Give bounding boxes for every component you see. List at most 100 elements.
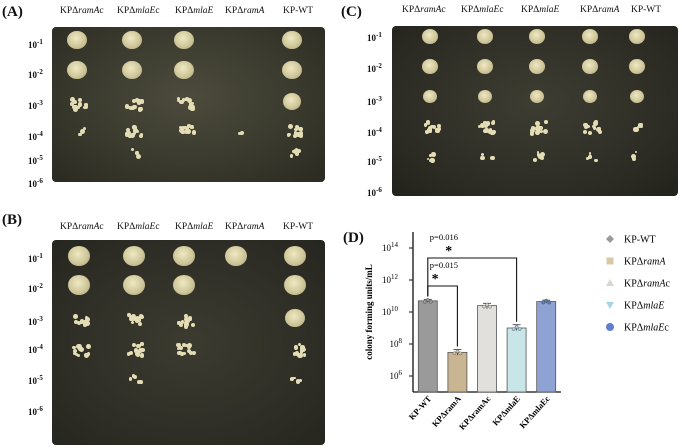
colony bbox=[191, 130, 197, 136]
colony bbox=[186, 348, 191, 353]
colony bbox=[289, 154, 294, 158]
colony bbox=[426, 157, 430, 161]
colony bbox=[437, 127, 442, 132]
significance-bracket bbox=[427, 257, 518, 322]
colony bbox=[431, 152, 436, 157]
colony bbox=[176, 98, 180, 102]
colony bbox=[539, 129, 544, 134]
growth-spot bbox=[68, 275, 90, 296]
colony bbox=[83, 105, 88, 110]
colony bbox=[539, 155, 544, 160]
data-point bbox=[541, 300, 545, 305]
data-point bbox=[547, 300, 551, 305]
growth-spot bbox=[422, 59, 438, 74]
colony bbox=[76, 344, 82, 350]
colony bbox=[592, 126, 597, 131]
colony bbox=[586, 157, 589, 161]
colony bbox=[588, 152, 592, 156]
colony bbox=[188, 105, 193, 110]
strain-label-a-1: KPΔramAc bbox=[60, 6, 104, 16]
colony bbox=[178, 125, 182, 129]
growth-spot bbox=[67, 31, 87, 50]
colony bbox=[130, 147, 134, 151]
colony bbox=[428, 154, 432, 157]
colony bbox=[139, 353, 145, 358]
colony bbox=[536, 150, 540, 154]
legend-label-1: KP-WT bbox=[624, 235, 656, 246]
data-point bbox=[429, 300, 433, 304]
colony bbox=[292, 352, 297, 356]
colony bbox=[135, 151, 139, 155]
strain-label-a-5: KP-WT bbox=[283, 6, 314, 16]
growth-spot bbox=[123, 246, 145, 267]
growth-spot bbox=[477, 29, 493, 44]
colony bbox=[535, 127, 540, 132]
growth-spot bbox=[282, 31, 302, 50]
colony bbox=[191, 350, 196, 355]
legend-label-5: KPΔmlaEc bbox=[624, 323, 669, 334]
colony bbox=[634, 127, 640, 133]
colony bbox=[487, 129, 493, 135]
growth-spot bbox=[68, 246, 90, 267]
growth-spot bbox=[530, 90, 544, 103]
growth-spot bbox=[282, 61, 302, 80]
strain-label-b-4: KPΔramA bbox=[225, 222, 265, 232]
x-tick-label-1: KP-WT bbox=[407, 393, 434, 421]
colony bbox=[78, 132, 82, 137]
growth-spot bbox=[477, 59, 493, 74]
colony bbox=[583, 130, 588, 135]
growth-spot bbox=[478, 90, 492, 103]
colony bbox=[84, 103, 88, 107]
panel-b-agar-plate bbox=[52, 240, 325, 445]
colony bbox=[69, 97, 75, 103]
colony bbox=[239, 130, 245, 136]
colony bbox=[73, 107, 79, 113]
colony bbox=[79, 347, 85, 352]
colony bbox=[176, 347, 180, 351]
legend-marker-4 bbox=[606, 302, 614, 309]
colony bbox=[587, 130, 593, 136]
colony bbox=[586, 124, 590, 129]
colony bbox=[429, 124, 433, 128]
colony bbox=[135, 98, 140, 103]
colony bbox=[597, 127, 602, 131]
colony bbox=[294, 147, 299, 152]
colony bbox=[72, 349, 77, 354]
growth-spot bbox=[423, 90, 437, 103]
growth-spot bbox=[173, 275, 195, 296]
dilution-label-a-2: 10-2 bbox=[28, 68, 43, 80]
colony bbox=[540, 152, 546, 158]
colony bbox=[78, 98, 83, 102]
dilution-label-c-1: 10-1 bbox=[367, 31, 382, 43]
colony bbox=[140, 342, 144, 346]
colony bbox=[180, 320, 185, 324]
growth-spot bbox=[284, 275, 306, 296]
colony bbox=[126, 351, 131, 356]
colony bbox=[74, 319, 79, 325]
data-point bbox=[452, 351, 457, 356]
dilution-label-c-2: 10-2 bbox=[367, 62, 382, 74]
dilution-label-b-4: 10-4 bbox=[28, 343, 43, 355]
colony bbox=[291, 150, 295, 153]
legend-marker-3 bbox=[606, 279, 614, 286]
colony bbox=[139, 380, 143, 385]
colony bbox=[190, 125, 194, 129]
legend-label-3: KPΔramAc bbox=[624, 279, 670, 290]
colony bbox=[133, 348, 139, 353]
colony bbox=[426, 128, 432, 133]
growth-spot bbox=[283, 93, 301, 110]
colony bbox=[295, 124, 300, 129]
colony bbox=[186, 97, 192, 103]
colony bbox=[190, 107, 195, 112]
legend-label-4: KPΔmlaE bbox=[624, 301, 664, 312]
colony bbox=[86, 352, 91, 356]
colony bbox=[634, 150, 638, 154]
colony bbox=[78, 102, 83, 107]
colony bbox=[592, 124, 596, 128]
legend-marker-1 bbox=[606, 235, 614, 243]
dilution-label-a-4: 10-4 bbox=[28, 130, 43, 142]
legend-label-2: KPΔramA bbox=[624, 257, 666, 268]
colony bbox=[543, 129, 549, 135]
dilution-label-b-2: 10-2 bbox=[28, 282, 43, 294]
p-value-label: p=0.015 bbox=[430, 260, 458, 270]
